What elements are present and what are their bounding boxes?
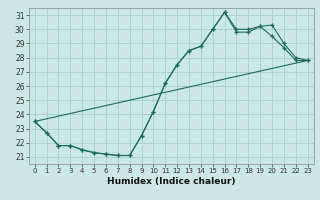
X-axis label: Humidex (Indice chaleur): Humidex (Indice chaleur)	[107, 177, 236, 186]
